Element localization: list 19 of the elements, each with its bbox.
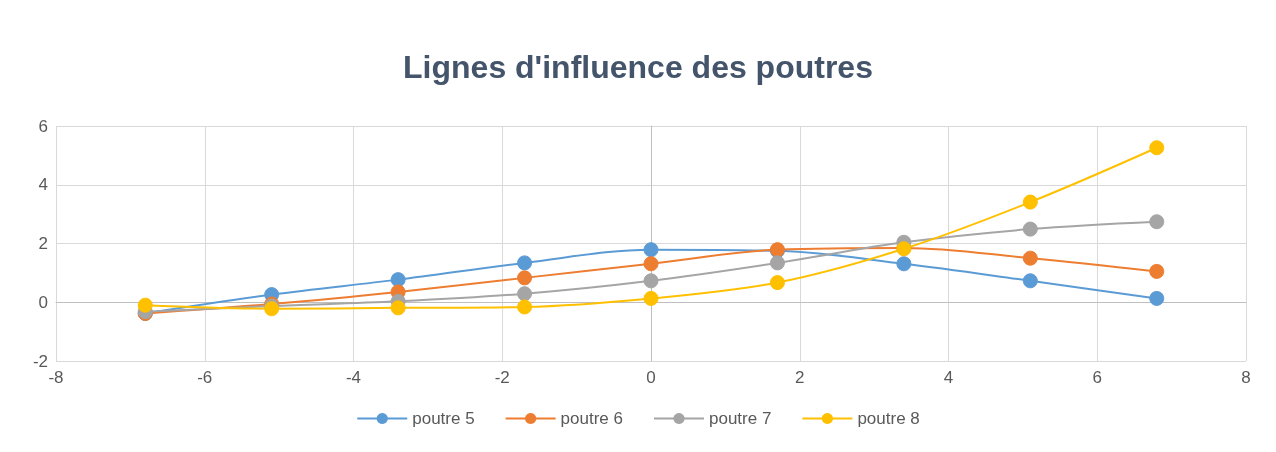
y-tick-label: 0 <box>38 292 48 312</box>
x-tick-label: 0 <box>646 368 656 387</box>
x-tick-label: -4 <box>345 368 362 387</box>
y-tick-label: -2 <box>32 351 48 371</box>
x-tick-label: -8 <box>48 368 64 387</box>
legend-label: poutre 5 <box>412 409 475 428</box>
x-tick-label: 8 <box>1241 368 1251 387</box>
y-tick-label: 6 <box>38 116 48 136</box>
y-tick-label: 4 <box>38 175 48 195</box>
y-tick-label: 2 <box>38 234 48 253</box>
x-tick-label: 4 <box>943 368 954 387</box>
chart-title: Lignes d'influence des poutres <box>403 49 873 85</box>
x-tick-label: 2 <box>795 368 805 387</box>
x-tick-label: -2 <box>494 368 510 387</box>
legend-label: poutre 6 <box>560 409 624 428</box>
legend-label: poutre 7 <box>709 409 772 428</box>
x-tick-label: 6 <box>1092 368 1102 387</box>
legend-label: poutre 8 <box>857 409 920 428</box>
x-tick-label: -6 <box>197 368 213 387</box>
